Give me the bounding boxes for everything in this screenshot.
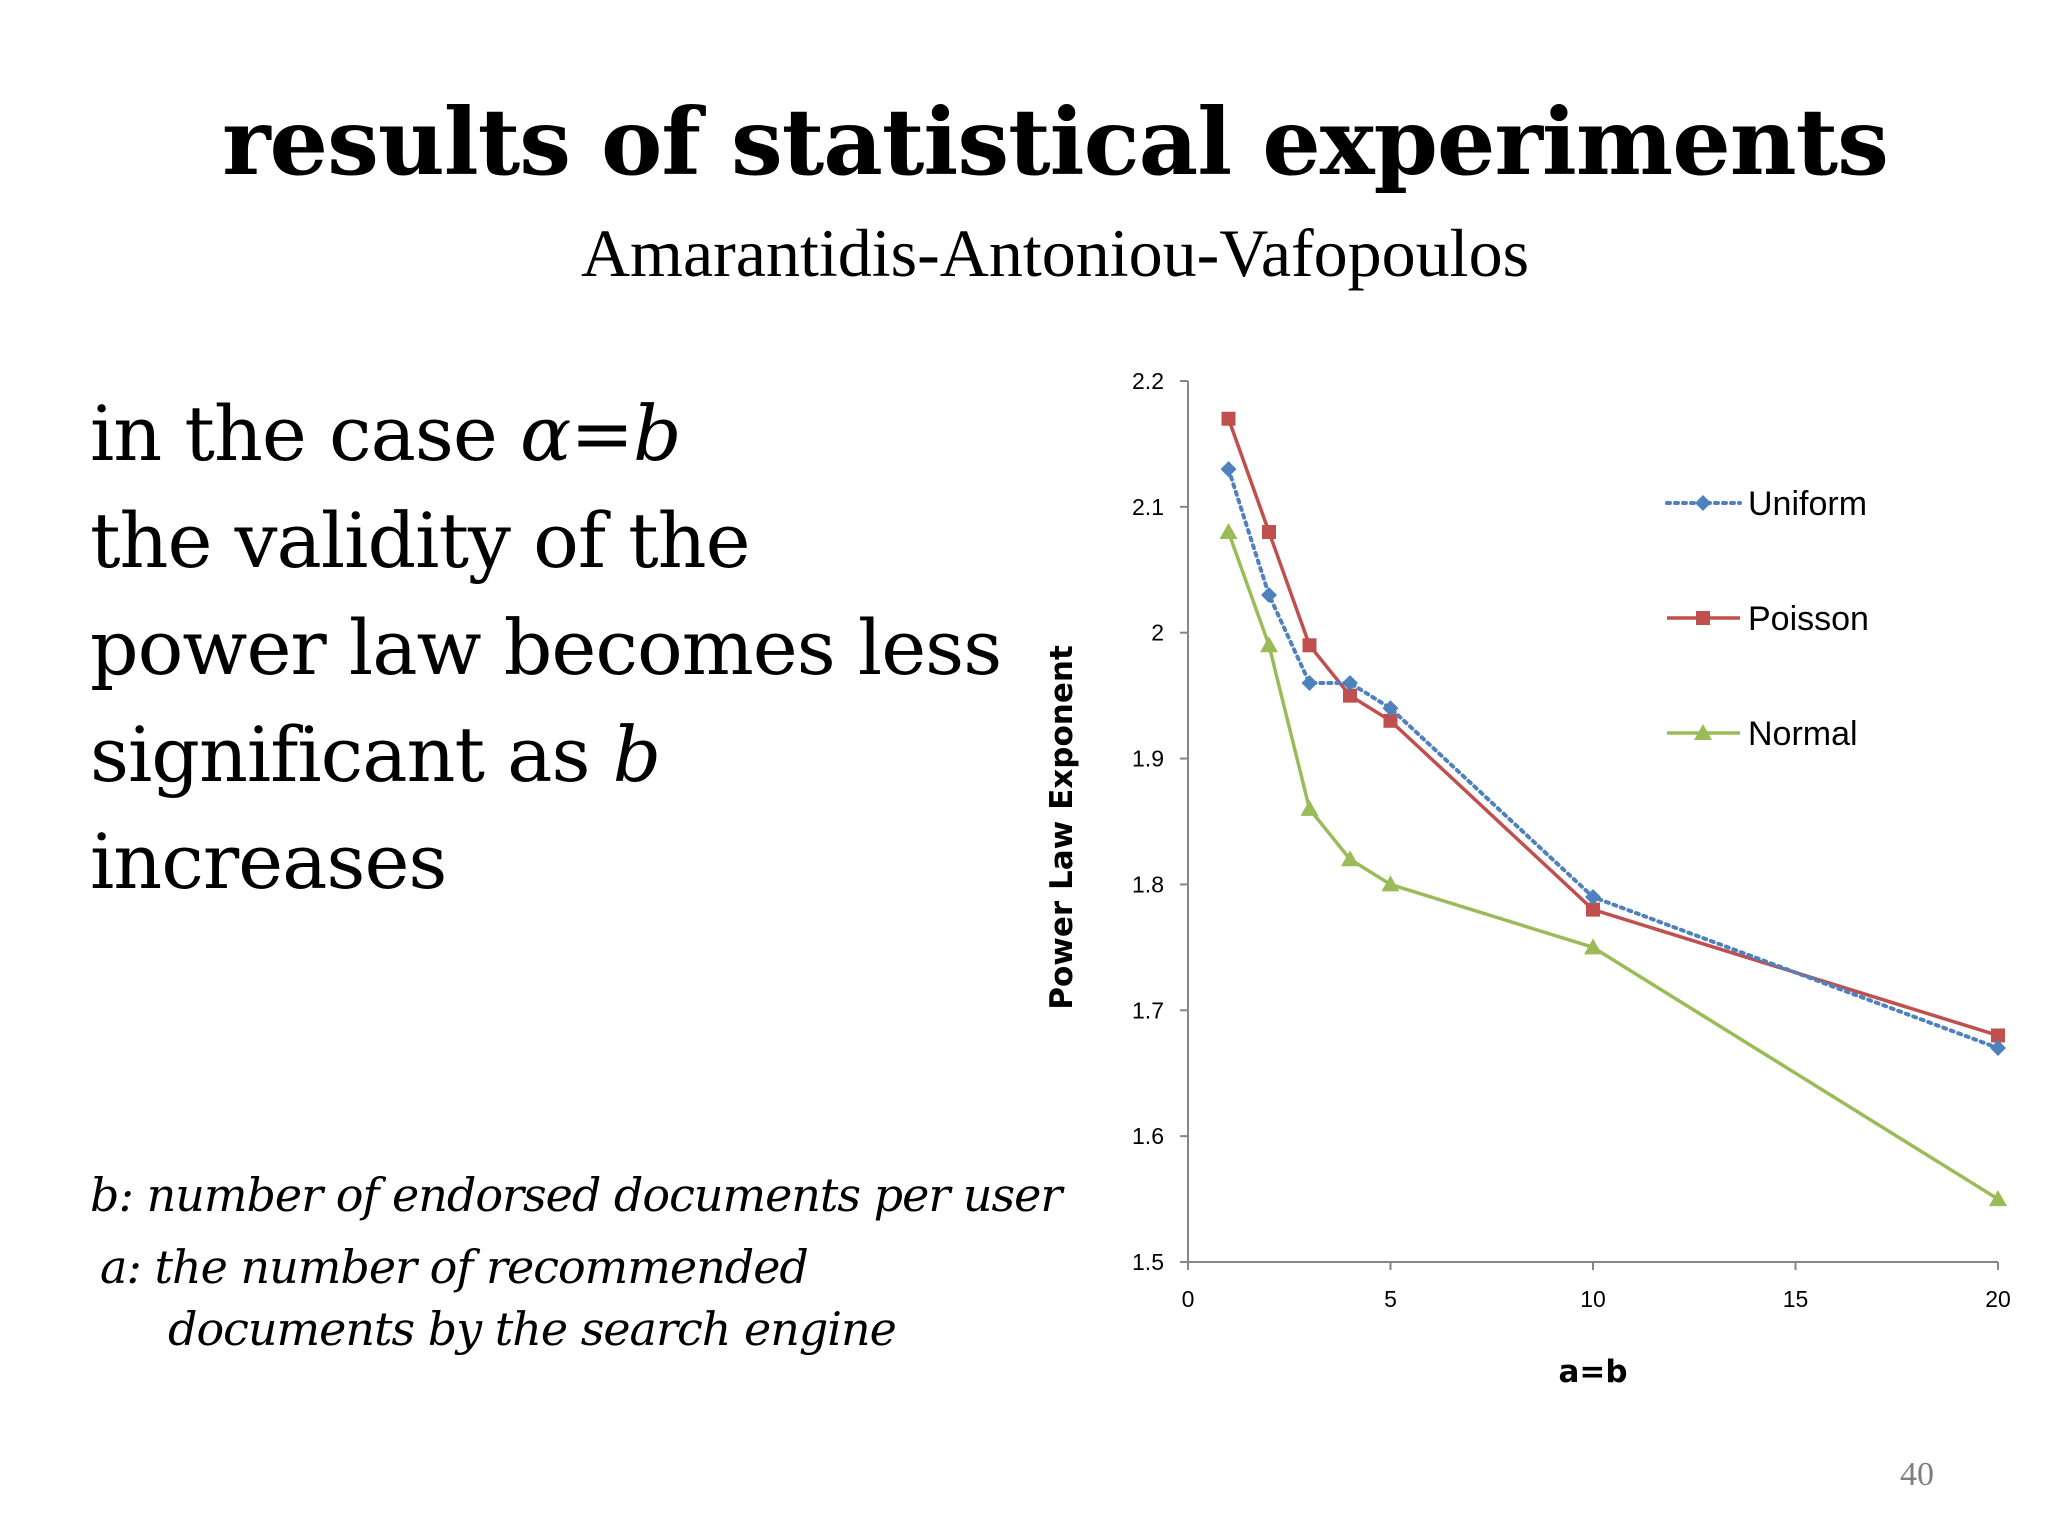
data-point-poisson (1262, 525, 1276, 540)
data-point-uniform (1342, 675, 1358, 692)
slide-subtitle: Amarantidis-Antoniou-Vafopoulos (580, 215, 1530, 291)
body-line-1-italic: α=b (520, 389, 682, 478)
y-tick-label: 2 (1151, 620, 1164, 646)
data-point-normal (1260, 636, 1278, 653)
y-tick-label: 1.6 (1132, 1123, 1164, 1149)
body-line-5: increases (90, 808, 1050, 915)
y-axis-title: Power Law Exponent (1044, 645, 1080, 1010)
y-tick-label: 2.2 (1132, 368, 1164, 394)
x-axis-title: a=b (1558, 1354, 1627, 1390)
data-point-normal (1300, 799, 1319, 816)
body-line-3-text: power law becomes less (90, 603, 1002, 692)
body-line-4-text: significant as (90, 710, 613, 799)
body-line-2: the validity of the (90, 487, 1050, 594)
data-point-uniform (1261, 586, 1277, 603)
data-point-normal (1219, 523, 1238, 540)
data-point-poisson (1383, 713, 1398, 728)
legend-marker-normal (1694, 724, 1712, 740)
body-line-5-text: increases (90, 817, 447, 906)
note-a-definition-line2: documents by the search engine (168, 1302, 897, 1356)
data-point-uniform (1382, 700, 1399, 717)
data-point-uniform (1220, 461, 1237, 478)
data-point-poisson (1343, 688, 1357, 703)
y-tick-label: 2.1 (1132, 494, 1164, 520)
data-point-normal (1381, 875, 1400, 892)
note-a-definition-line1: a: the number of recommended (100, 1240, 809, 1294)
body-line-4-italic: b (612, 710, 662, 799)
data-point-poisson (1991, 1028, 2005, 1043)
y-tick-label: 1.8 (1132, 871, 1164, 897)
body-text: in the case α=b the validity of the powe… (90, 380, 1050, 915)
body-line-1-text: in the case (90, 389, 521, 478)
data-point-normal (1584, 938, 1602, 955)
y-tick-label: 1.7 (1132, 997, 1164, 1023)
body-line-2-text: the validity of the (90, 496, 751, 585)
data-point-uniform (1990, 1040, 2006, 1057)
data-point-poisson (1302, 638, 1317, 653)
x-tick-label: 20 (1985, 1286, 2011, 1312)
legend-label-normal: Normal (1748, 715, 1858, 753)
data-point-poisson (1221, 411, 1236, 426)
body-line-3: power law becomes less (90, 594, 1050, 701)
data-point-uniform (1585, 889, 1601, 906)
x-tick-label: 15 (1783, 1286, 1809, 1312)
data-point-poisson (1586, 902, 1600, 917)
x-tick-label: 5 (1384, 1286, 1397, 1312)
slide-title: results of statistical experiments (222, 88, 1889, 196)
x-tick-label: 10 (1580, 1286, 1606, 1312)
data-point-normal (1341, 850, 1359, 867)
legend-label-uniform: Uniform (1748, 485, 1867, 523)
data-point-normal (1989, 1190, 2007, 1207)
series-line-poisson (1226, 418, 1999, 1038)
y-tick-label: 1.5 (1132, 1249, 1164, 1275)
x-tick-label: 0 (1182, 1286, 1195, 1312)
note-b-definition: b: number of endorsed documents per user (90, 1168, 1062, 1222)
legend-label-poisson: Poisson (1748, 600, 1869, 638)
legend-marker-uniform (1695, 495, 1711, 511)
legend-marker-poisson (1696, 611, 1710, 625)
page-number: 40 (1900, 1456, 1934, 1493)
body-line-4: significant as b (90, 701, 1050, 808)
data-point-uniform (1301, 675, 1318, 692)
body-line-1: in the case α=b (90, 380, 1050, 487)
y-tick-label: 1.9 (1132, 746, 1164, 772)
